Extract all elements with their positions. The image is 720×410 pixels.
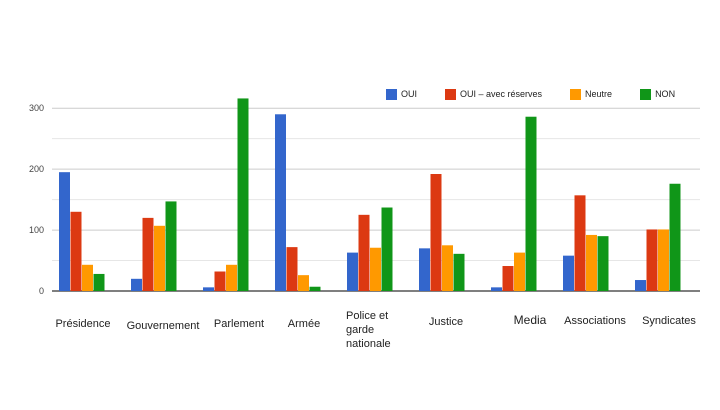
- y-tick-label: 300: [29, 103, 44, 113]
- legend-label-neutre: Neutre: [585, 89, 613, 99]
- category-label-armee: Armée: [287, 318, 321, 330]
- legend-swatch-neutre: [570, 88, 582, 100]
- bar-oui-avec-r-serves-0: [70, 211, 82, 291]
- legend-swatch-non: [640, 88, 652, 100]
- legend-label-oui: OUI: [401, 89, 418, 99]
- legend-item-non: NON: [640, 88, 676, 100]
- bar-oui-avec-r-serves-3: [286, 247, 298, 291]
- category-label-media: Media: [513, 313, 547, 327]
- y-tick-label: 200: [29, 164, 44, 174]
- legend-item-oui: OUI: [386, 88, 418, 100]
- bar-non-8: [669, 183, 681, 291]
- legend-label-oui-reserves: OUI – avec réserves: [460, 89, 543, 99]
- bar-oui-0: [59, 172, 70, 291]
- bar-oui-avec-r-serves-7: [574, 195, 586, 291]
- chart-legend: OUI OUI – avec réserves Neutre NON: [386, 86, 703, 102]
- bar-oui-avec-r-serves-4: [358, 214, 370, 291]
- category-label-justice: Justice: [428, 316, 464, 328]
- bar-non-1: [165, 201, 177, 291]
- legend-item-neutre: Neutre: [570, 88, 613, 100]
- bar-oui-4: [347, 252, 358, 291]
- legend-swatch-oui-reserves: [445, 88, 457, 100]
- bar-oui-8: [635, 280, 646, 291]
- bar-oui-avec-r-serves-6: [502, 266, 514, 291]
- bar-non-0: [93, 273, 105, 291]
- bar-non-4: [381, 207, 393, 291]
- category-label-gouvernement: Gouvernement: [126, 320, 200, 332]
- legend-label-non: NON: [655, 89, 676, 99]
- category-label-associations: Associations: [564, 315, 626, 327]
- bar-neutre-1: [154, 225, 165, 291]
- bar-non-5: [453, 253, 465, 291]
- bar-neutre-7: [586, 234, 597, 291]
- bar-oui-avec-r-serves-5: [430, 174, 442, 291]
- bar-neutre-0: [82, 264, 93, 291]
- bar-neutre-6: [514, 252, 525, 291]
- bar-oui-6: [491, 287, 502, 291]
- category-label-police: Police et garde nationale: [346, 310, 391, 350]
- bar-neutre-8: [658, 229, 669, 291]
- bar-oui-3: [275, 114, 286, 291]
- bar-oui-5: [419, 248, 430, 291]
- legend-swatch-oui: [386, 88, 397, 100]
- bar-oui-7: [563, 255, 574, 291]
- category-label-presidence: Présidence: [55, 318, 111, 330]
- bar-non-3: [309, 286, 321, 291]
- bar-oui-2: [203, 287, 214, 291]
- bar-non-2: [237, 98, 249, 291]
- bar-neutre-4: [370, 247, 381, 291]
- bar-neutre-3: [298, 275, 309, 291]
- bar-neutre-5: [442, 245, 453, 291]
- bar-non-7: [597, 236, 609, 291]
- bar-oui-avec-r-serves-2: [214, 271, 226, 291]
- bar-oui-1: [131, 278, 142, 291]
- bar-non-6: [525, 116, 537, 291]
- category-label-parlement: Parlement: [213, 318, 265, 330]
- bar-neutre-2: [226, 264, 237, 291]
- bar-oui-avec-r-serves-1: [142, 217, 154, 291]
- y-tick-label: 0: [39, 286, 44, 296]
- category-label-syndicates: Syndicates: [642, 315, 696, 327]
- bar-oui-avec-r-serves-8: [646, 229, 658, 291]
- y-tick-label: 100: [29, 225, 44, 235]
- legend-item-oui-reserves: OUI – avec réserves: [445, 88, 543, 100]
